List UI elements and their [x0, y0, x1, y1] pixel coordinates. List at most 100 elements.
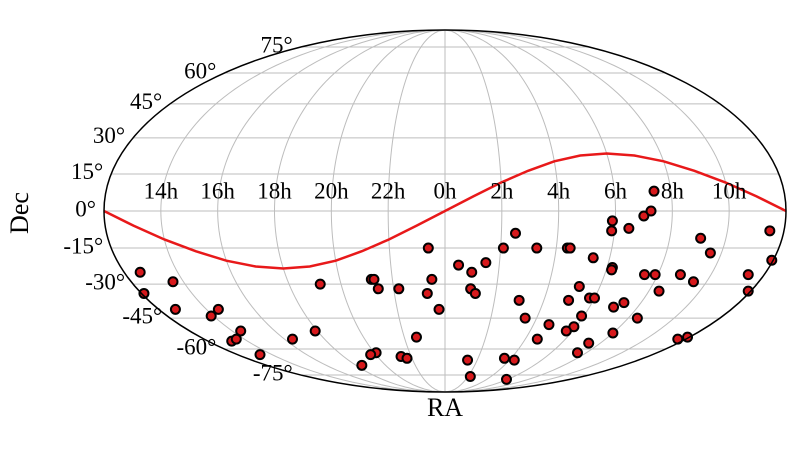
- point: [508, 354, 520, 366]
- point: [606, 264, 618, 276]
- point: [212, 303, 224, 315]
- point: [169, 303, 181, 315]
- marks: [103, 152, 787, 385]
- point: [608, 301, 620, 313]
- point: [649, 269, 661, 281]
- point: [230, 333, 242, 345]
- point: [618, 297, 630, 309]
- point: [498, 352, 510, 364]
- point: [674, 269, 686, 281]
- y-tick-label: 0°: [75, 196, 96, 221]
- point: [606, 225, 618, 237]
- x-tick-label: 18h: [257, 178, 292, 203]
- point: [687, 276, 699, 288]
- y-tick-label: 15°: [71, 159, 103, 184]
- point: [500, 373, 512, 385]
- grid-line: [273, 29, 446, 393]
- point: [519, 312, 531, 324]
- point: [421, 287, 433, 299]
- y-tick-label: -15°: [63, 233, 103, 258]
- y-tick-label: 45°: [130, 89, 162, 114]
- point: [480, 257, 492, 269]
- point: [433, 303, 445, 315]
- point: [453, 259, 465, 271]
- point: [497, 242, 509, 254]
- grid-line: [444, 29, 617, 393]
- y-tick-label: 60°: [184, 58, 216, 83]
- labels: -75° -60° -45° -30° -15° 0° 15° 30°45° 60° 75° 14h…: [63, 32, 747, 385]
- point: [426, 273, 438, 285]
- y-tick-label: 30°: [93, 123, 125, 148]
- point: [571, 347, 583, 359]
- point: [583, 337, 595, 349]
- point: [623, 222, 635, 234]
- point: [631, 312, 643, 324]
- point: [167, 276, 179, 288]
- point: [607, 327, 619, 339]
- x-tick-label: 0h: [434, 178, 458, 203]
- point: [588, 292, 600, 304]
- point: [368, 273, 380, 285]
- point: [563, 294, 575, 306]
- point: [543, 319, 555, 331]
- grid: [104, 29, 786, 393]
- x-tick-label: 4h: [547, 178, 571, 203]
- point: [286, 333, 298, 345]
- point: [560, 325, 572, 337]
- plot-border: [103, 29, 787, 393]
- x-tick-label: 16h: [200, 178, 235, 203]
- point: [639, 269, 651, 281]
- point: [205, 310, 217, 322]
- x-tick-label: 14h: [144, 178, 179, 203]
- x-tick-label: 10h: [712, 178, 747, 203]
- point: [764, 225, 776, 237]
- point: [138, 287, 150, 299]
- point: [134, 266, 146, 278]
- point: [393, 283, 405, 295]
- point: [372, 283, 384, 295]
- point: [653, 285, 665, 297]
- point: [645, 205, 657, 217]
- x-tick-label: 6h: [604, 178, 628, 203]
- point: [314, 278, 326, 290]
- point: [401, 352, 413, 364]
- point: [365, 349, 377, 361]
- y-axis-label: Dec: [5, 192, 34, 234]
- point: [695, 232, 707, 244]
- point: [469, 287, 481, 299]
- grid-line: [330, 29, 446, 393]
- point: [648, 185, 660, 197]
- y-tick-label: 75°: [260, 32, 292, 57]
- point: [510, 227, 522, 239]
- point: [587, 252, 599, 264]
- y-tick-label: -75°: [253, 360, 293, 385]
- grid-line: [160, 29, 446, 393]
- grid-line: [217, 29, 446, 393]
- point: [464, 370, 476, 382]
- point: [742, 269, 754, 281]
- grid-line: [444, 29, 503, 393]
- x-axis-label: RA: [427, 393, 463, 422]
- x-tick-label: 2h: [490, 178, 514, 203]
- point: [235, 325, 247, 337]
- point: [422, 242, 434, 254]
- x-tick-label: 22h: [371, 178, 406, 203]
- grid-line: [444, 29, 560, 393]
- y-tick-label: -45°: [122, 303, 162, 328]
- point: [254, 349, 266, 361]
- grid-line: [387, 29, 446, 393]
- x-tick-label: 8h: [661, 178, 685, 203]
- grid-line: [444, 29, 730, 393]
- y-tick-label: -60°: [176, 334, 216, 359]
- point: [564, 242, 576, 254]
- point: [573, 280, 585, 292]
- point: [606, 215, 618, 227]
- point: [531, 333, 543, 345]
- point: [513, 294, 525, 306]
- point: [638, 210, 650, 222]
- y-tick-label: -30°: [85, 269, 125, 294]
- point: [704, 247, 716, 259]
- point: [356, 359, 368, 371]
